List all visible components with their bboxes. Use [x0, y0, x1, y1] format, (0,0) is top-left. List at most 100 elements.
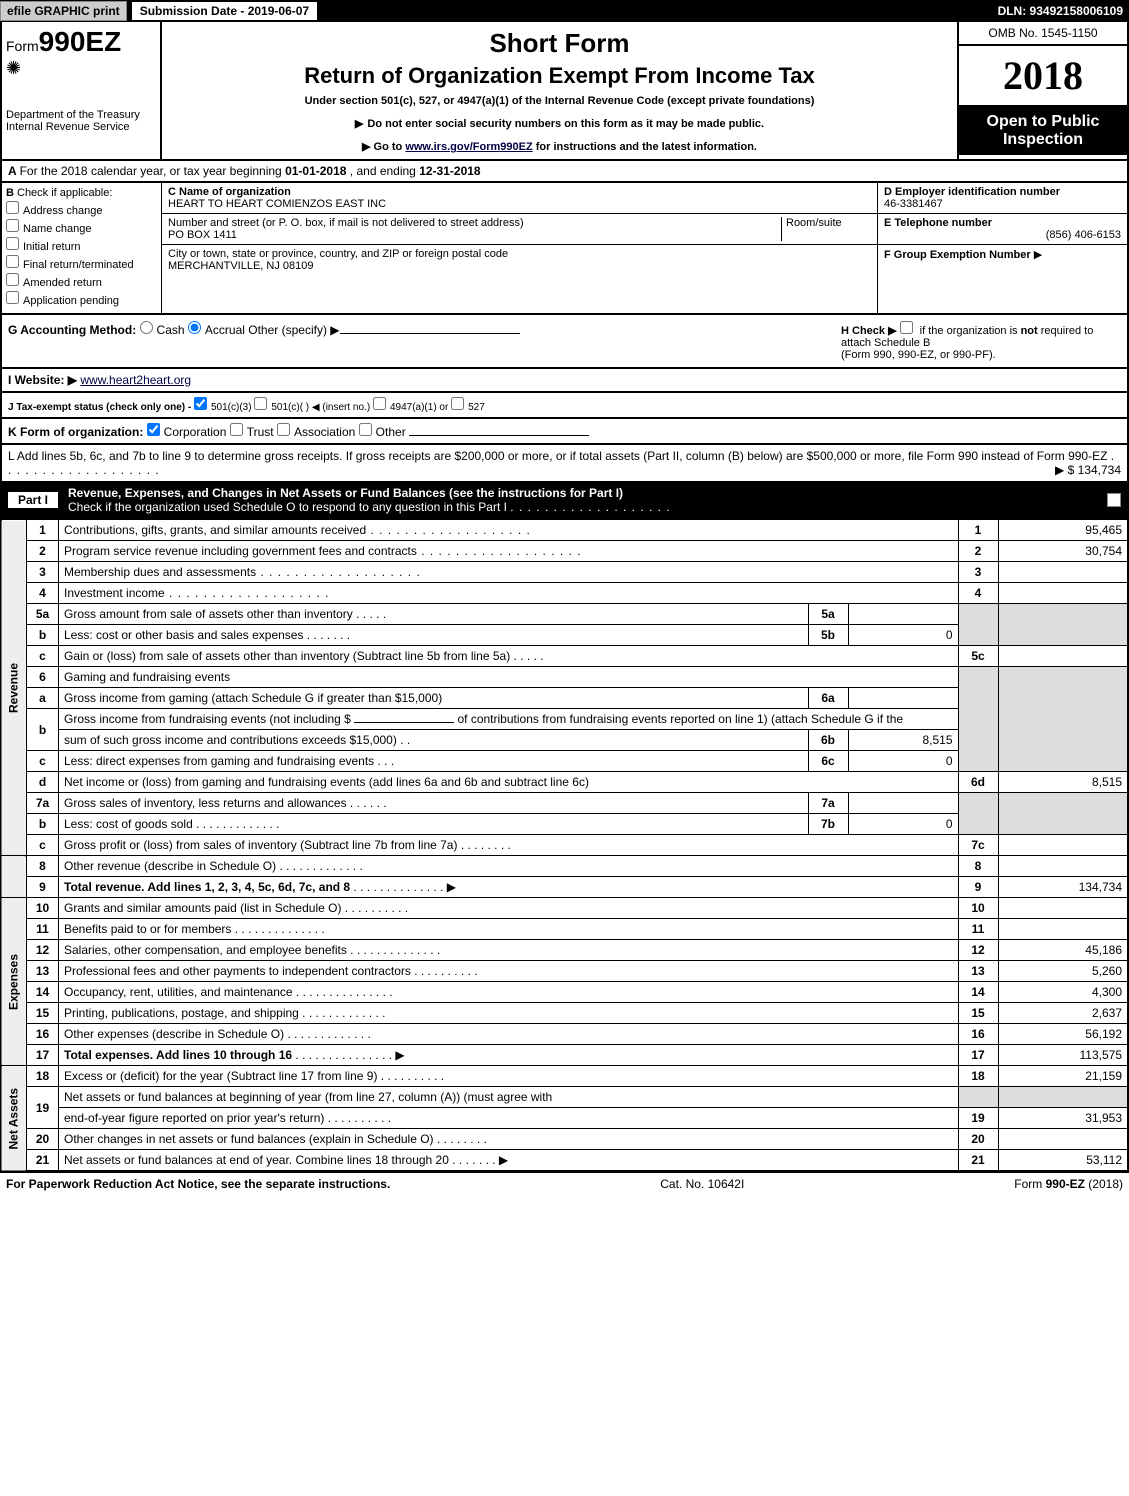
ln21-box: 21	[958, 1150, 998, 1172]
chk-address-change[interactable]: Address change	[6, 201, 157, 217]
ln6-shade2	[998, 667, 1128, 772]
chk-amended[interactable]: Amended return	[6, 273, 157, 289]
ln5b-samt: 0	[848, 625, 958, 646]
ln7a-samt	[848, 793, 958, 814]
chk-initial-return[interactable]: Initial return	[6, 237, 157, 253]
h-label: H Check ▶	[841, 325, 897, 337]
ln21-num: 21	[27, 1150, 59, 1172]
ln16-text: Other expenses (describe in Schedule O)	[64, 1027, 284, 1041]
org-street: PO BOX 1411	[168, 229, 781, 241]
h-checkbox[interactable]	[900, 321, 913, 334]
ln12-num: 12	[27, 940, 59, 961]
ln2-dots	[417, 544, 582, 558]
ln5c-num: c	[27, 646, 59, 667]
j-4947[interactable]: 4947(a)(1) or	[373, 402, 448, 413]
ln5a-samt	[848, 604, 958, 625]
ln19-text: Net assets or fund balances at beginning…	[59, 1087, 959, 1108]
ln19-shade	[958, 1087, 998, 1108]
form-header: Form990EZ ✺ Department of the Treasury I…	[0, 22, 1129, 161]
side-revenue: Revenue	[1, 520, 27, 856]
k-corp[interactable]: Corporation	[147, 425, 227, 439]
ln14-text: Occupancy, rent, utilities, and maintena…	[64, 985, 293, 999]
form-prefix: Form	[6, 38, 39, 54]
k-assoc[interactable]: Association	[277, 425, 355, 439]
l-text: L Add lines 5b, 6c, and 7b to line 9 to …	[8, 449, 1107, 463]
ln6c-sbox: 6c	[808, 751, 848, 772]
ln17-text: Total expenses. Add lines 10 through 16	[64, 1048, 292, 1062]
part1-checkbox[interactable]: ✓	[1107, 493, 1121, 507]
k-other[interactable]: Other	[359, 425, 406, 439]
ln7c-amt	[998, 835, 1128, 856]
b-heading: Check if applicable:	[17, 187, 112, 199]
ln21-amt: 53,112	[998, 1150, 1128, 1172]
ln11-num: 11	[27, 919, 59, 940]
website-link[interactable]: www.heart2heart.org	[80, 373, 191, 387]
col-def: D Employer identification number 46-3381…	[877, 183, 1127, 313]
chk-pending[interactable]: Application pending	[6, 291, 157, 307]
footer-right: Form 990-EZ (2018)	[1014, 1177, 1123, 1191]
return-title: Return of Organization Exempt From Incom…	[168, 63, 951, 89]
ln6-shade	[958, 667, 998, 772]
ln6a-num: a	[27, 688, 59, 709]
ln7a-num: 7a	[27, 793, 59, 814]
arrow-icon: ▶	[362, 141, 374, 153]
efile-print-button[interactable]: efile GRAPHIC print	[0, 1, 127, 21]
k-trust[interactable]: Trust	[230, 425, 274, 439]
lbl-4947: 4947(a)(1) or	[390, 402, 448, 413]
chk-name-change[interactable]: Name change	[6, 219, 157, 235]
ln7a-text: Gross sales of inventory, less returns a…	[64, 796, 347, 810]
ln6b-t3: sum of such gross income and contributio…	[64, 733, 397, 747]
ln3-box: 3	[958, 562, 998, 583]
k-other-line[interactable]	[409, 435, 589, 436]
ln4-amt	[998, 583, 1128, 604]
ln6c-num: c	[27, 751, 59, 772]
ln4-text: Investment income	[64, 586, 165, 600]
ln20-box: 20	[958, 1129, 998, 1150]
lbl-501c3: 501(c)(3)	[211, 402, 252, 413]
form-990ez: 990EZ	[39, 26, 122, 57]
radio-accrual[interactable]: Accrual	[188, 323, 245, 337]
ln15-text: Printing, publications, postage, and shi…	[64, 1006, 299, 1020]
chk-final-return[interactable]: Final return/terminated	[6, 255, 157, 271]
radio-cash[interactable]: Cash	[140, 323, 185, 337]
ln17-amt: 113,575	[998, 1045, 1128, 1066]
a-mid: , and ending	[350, 164, 419, 178]
j-501c3[interactable]: 501(c)(3)	[194, 402, 252, 413]
g-other: Other (specify) ▶	[248, 323, 339, 337]
under-section: Under section 501(c), 527, or 4947(a)(1)…	[168, 95, 951, 107]
room-label: Room/suite	[786, 217, 871, 229]
l-amount: ▶ $ 134,734	[1055, 463, 1121, 477]
ln4-box: 4	[958, 583, 998, 604]
ln6b-t1: Gross income from fundraising events (no…	[64, 712, 354, 726]
ln5a-text: Gross amount from sale of assets other t…	[64, 607, 353, 621]
header-right: OMB No. 1545-1150 2018 Open to Public In…	[957, 22, 1127, 159]
j-527[interactable]: 527	[451, 402, 485, 413]
ln8-amt	[998, 856, 1128, 877]
ln2-amt: 30,754	[998, 541, 1128, 562]
lbl-cash: Cash	[157, 323, 185, 337]
ln15-amt: 2,637	[998, 1003, 1128, 1024]
lbl-corp: Corporation	[164, 425, 227, 439]
a-begin: 01-01-2018	[285, 164, 346, 178]
j-501c[interactable]: 501(c)( ) ◀ (insert no.)	[254, 402, 370, 413]
ln9-text: Total revenue. Add lines 1, 2, 3, 4, 5c,…	[64, 880, 350, 894]
irs-link[interactable]: www.irs.gov/Form990EZ	[405, 141, 532, 153]
footer-mid: Cat. No. 10642I	[660, 1177, 744, 1191]
row-j-tax-status: J Tax-exempt status (check only one) - 5…	[0, 393, 1129, 419]
ln7b-num: b	[27, 814, 59, 835]
ln6b-t2: of contributions from fundraising events…	[457, 712, 903, 726]
ln6b-blank[interactable]	[354, 722, 454, 723]
ln6b-sbox: 6b	[808, 730, 848, 751]
lbl-527: 527	[468, 402, 485, 413]
goto-post: for instructions and the latest informat…	[536, 141, 757, 153]
ln18-text: Excess or (deficit) for the year (Subtra…	[64, 1069, 377, 1083]
group-arrow-icon: ▶	[1034, 249, 1042, 261]
topbar: efile GRAPHIC print Submission Date - 20…	[0, 0, 1129, 22]
ln1-amt: 95,465	[998, 520, 1128, 541]
side-rev-cont	[1, 856, 27, 898]
header-left: Form990EZ ✺ Department of the Treasury I…	[2, 22, 162, 159]
ln18-num: 18	[27, 1066, 59, 1087]
g-other-line[interactable]	[340, 333, 520, 334]
side-expenses: Expenses	[1, 898, 27, 1066]
ssn-warning: Do not enter social security numbers on …	[168, 117, 951, 130]
